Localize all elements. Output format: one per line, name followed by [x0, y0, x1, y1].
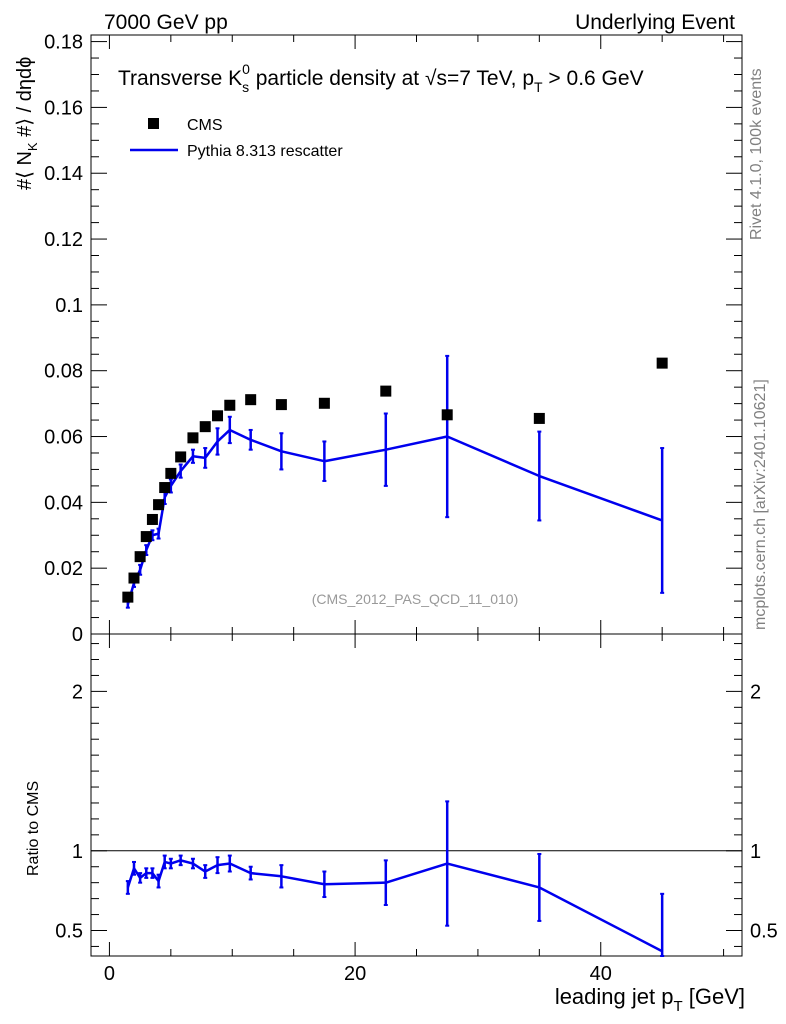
legend-pythia-label: Pythia 8.313 rescatter: [187, 143, 343, 160]
analysis-reference: (CMS_2012_PAS_QCD_11_010): [312, 591, 519, 607]
main-y-tick-label: 0: [72, 624, 83, 646]
ratio-ticks: [91, 634, 742, 956]
main-y-tick-label: 0.16: [44, 97, 83, 119]
cms-point: [533, 412, 545, 424]
cms-point: [224, 399, 236, 411]
cms-point: [318, 397, 330, 409]
cms-point: [441, 409, 453, 421]
cms-point: [275, 399, 287, 411]
cms-point: [122, 591, 134, 603]
main-y-tick-label: 0.02: [44, 558, 83, 580]
cms-point: [175, 451, 187, 463]
cms-point: [187, 432, 199, 444]
header-left: 7000 GeV pp: [104, 11, 228, 34]
ratio-frame: [90, 633, 743, 957]
ratio-y-tick-label-left: 2: [72, 681, 83, 703]
cms-series: [122, 357, 668, 603]
ratio-y-tick-label-right: 2: [750, 681, 761, 703]
main-y-tick-label: 0.1: [55, 295, 83, 317]
main-y-tick-label: 0.08: [44, 361, 83, 383]
cms-point: [380, 385, 392, 397]
main-y-tick-label: 0.18: [44, 32, 83, 54]
ratio-series: [125, 800, 665, 957]
ratio-y-tick-labels: 0.5 0.5 1 1 2 2: [55, 681, 778, 942]
ratio-y-axis-label: Ratio to CMS: [25, 781, 42, 876]
main-y-tick-label: 0.14: [44, 163, 83, 185]
header-right: Underlying Event: [575, 11, 735, 34]
main-y-tick-labels: 0 0.02 0.04 0.06 0.08 0.1 0.12 0.14 0.16 0.18: [44, 32, 83, 646]
ratio-y-tick-label-right: 1: [750, 841, 761, 863]
cms-point: [245, 394, 257, 406]
legend-cms-label: CMS: [187, 117, 223, 134]
cms-point: [153, 499, 165, 511]
main-panel: 0 0.02 0.04 0.06 0.08 0.1 0.12 0.14 0.16 0.18 Tra…: [14, 32, 743, 646]
x-axis-label: leading jet pT [GeV]: [555, 984, 745, 1015]
cms-point: [212, 410, 224, 422]
mcplots-label: mcplots.cern.ch [arXiv:2401.10621]: [752, 379, 769, 630]
legend-cms-marker: [148, 118, 159, 129]
cms-point: [146, 513, 158, 525]
cms-point: [159, 482, 171, 494]
main-y-tick-label: 0.04: [44, 492, 83, 514]
ratio-y-tick-label-left: 1: [72, 841, 83, 863]
main-ticks: [91, 35, 742, 635]
rivet-label: Rivet 4.1.0, 100k events: [748, 68, 765, 240]
main-y-tick-label: 0.12: [44, 229, 83, 251]
cms-point: [656, 357, 668, 369]
ratio-y-tick-label-right: 0.5: [750, 920, 778, 942]
cms-point: [165, 467, 177, 479]
plot-title: Transverse Ks0 particle density at √s=7 …: [118, 61, 644, 95]
cms-point: [140, 531, 152, 543]
pythia-series: [125, 354, 665, 609]
cms-point: [134, 551, 146, 563]
x-tick-label: 0: [104, 963, 115, 985]
x-tick-label: 20: [344, 963, 366, 985]
ratio-y-tick-label-left: 0.5: [55, 920, 83, 942]
ratio-panel: 0.5 0.5 1 1 2 2 0 20 40 Ratio to CMS: [25, 633, 778, 985]
cms-point: [128, 572, 140, 584]
main-y-tick-label: 0.06: [44, 427, 83, 449]
x-tick-labels: 0 20 40: [104, 963, 612, 985]
pythia-line: [126, 428, 663, 605]
main-y-axis-label: #⟨ NK #⟩ / dηdϕ: [14, 57, 40, 190]
cms-point: [199, 421, 211, 433]
legend: CMS Pythia 8.313 rescatter: [130, 117, 343, 160]
x-tick-label: 40: [590, 963, 612, 985]
ratio-line: [126, 859, 663, 953]
